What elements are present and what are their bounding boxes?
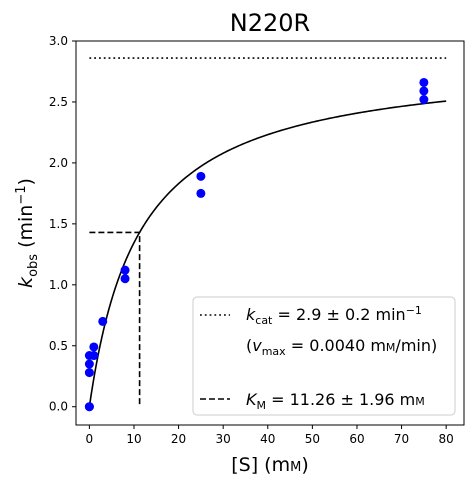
data-point bbox=[196, 171, 206, 181]
y-axis-ticks: 0.0 0.5 1.0 1.5 2.0 2.5 3.0 bbox=[49, 34, 76, 414]
data-point bbox=[89, 351, 99, 361]
legend-km: KM = 11.26 ± 1.96 mm bbox=[246, 390, 425, 412]
x-tick-label: 60 bbox=[349, 432, 364, 446]
x-tick-label: 20 bbox=[171, 432, 186, 446]
legend: kcat = 2.9 ± 0.2 min−1 (vmax = 0.0040 mm… bbox=[192, 296, 456, 416]
data-point bbox=[98, 316, 108, 326]
y-tick-label: 2.0 bbox=[49, 156, 68, 170]
x-tick-label: 70 bbox=[394, 432, 409, 446]
y-tick-label: 1.0 bbox=[49, 278, 68, 292]
data-point bbox=[419, 86, 429, 96]
x-tick-label: 40 bbox=[260, 432, 275, 446]
y-tick-label: 0.5 bbox=[49, 339, 68, 353]
x-tick-label: 50 bbox=[305, 432, 320, 446]
y-tick-label: 1.5 bbox=[49, 217, 68, 231]
x-tick-label: 30 bbox=[216, 432, 231, 446]
km-line bbox=[89, 231, 141, 407]
x-tick-label: 10 bbox=[126, 432, 141, 446]
data-point bbox=[419, 77, 429, 87]
data-point bbox=[84, 368, 94, 378]
x-tick-label: 80 bbox=[439, 432, 454, 446]
data-point bbox=[196, 188, 206, 198]
data-point bbox=[120, 265, 130, 275]
data-point bbox=[89, 342, 99, 352]
chart-title: N220R bbox=[230, 9, 310, 37]
x-tick-label: 0 bbox=[86, 432, 94, 446]
legend-box bbox=[192, 296, 456, 416]
legend-kcat: kcat = 2.9 ± 0.2 min−1 bbox=[246, 304, 422, 327]
data-points bbox=[84, 77, 429, 412]
x-axis-ticks: 0 10 20 30 40 50 60 70 80 bbox=[86, 425, 454, 446]
y-tick-label: 3.0 bbox=[49, 34, 68, 48]
x-axis-label: [S] (mm) bbox=[231, 454, 309, 476]
data-point bbox=[120, 274, 130, 284]
fit-curve bbox=[88, 100, 447, 407]
y-tick-label: 2.5 bbox=[49, 95, 68, 109]
y-axis-label: kobs (min−1) bbox=[14, 178, 41, 288]
data-point bbox=[84, 359, 94, 369]
data-point bbox=[84, 402, 94, 412]
data-point bbox=[419, 95, 429, 105]
plot-frame bbox=[75, 40, 465, 426]
y-tick-label: 0.0 bbox=[49, 400, 68, 414]
legend-vmax: (vmax = 0.0040 mm/min) bbox=[246, 336, 437, 358]
